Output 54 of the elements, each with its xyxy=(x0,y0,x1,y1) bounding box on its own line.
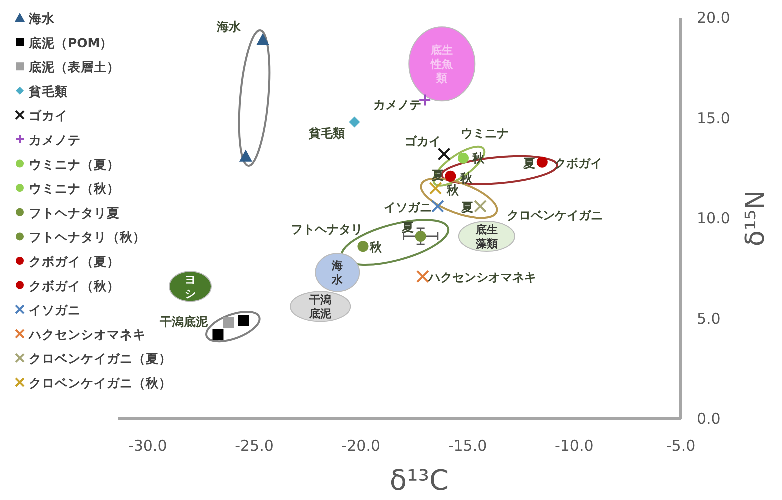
y-tick-label: 10.0 xyxy=(697,210,730,228)
y-tick-label: 0.0 xyxy=(697,410,721,428)
x-tick-label: -15.0 xyxy=(448,437,488,455)
legend-label: ゴカイ xyxy=(29,108,68,124)
annotation: クロベンケイガニ xyxy=(507,208,604,222)
legend-label: イソガニ xyxy=(29,302,81,318)
annotation: 夏 xyxy=(522,156,536,170)
y-tick-label: 15.0 xyxy=(697,109,730,128)
legend-label: ハクセンシオマネキ xyxy=(28,326,146,342)
x-tick-label: -10.0 xyxy=(554,437,594,455)
annotation: ゴカイ xyxy=(404,134,441,148)
legend-label: 貧毛類 xyxy=(28,84,68,99)
point xyxy=(415,231,426,242)
legend-label: クロベンケイガニ（夏） xyxy=(29,351,172,366)
x-axis-title: δ¹³C xyxy=(390,464,450,497)
annotation: 海水 xyxy=(216,20,242,34)
annotation: ハクセンシオマネキ xyxy=(428,270,537,285)
annotation: 夏 xyxy=(401,220,414,235)
legend-label: フトヘナタリ（秋） xyxy=(29,230,146,245)
legend-label: 海水 xyxy=(28,11,56,26)
x-tick-label: -20.0 xyxy=(342,437,381,455)
legend-label: フトヘナタリ夏 xyxy=(29,205,120,220)
annotation: 海水 xyxy=(331,260,344,287)
legend-label: カメノテ xyxy=(29,132,81,148)
annotation: 底生藻類 xyxy=(474,224,498,251)
point xyxy=(212,329,224,340)
legend-label: クボガイ（秋） xyxy=(29,278,120,294)
point xyxy=(256,34,270,46)
annotation: ウミニナ xyxy=(460,126,509,140)
x-tick-label: -25.0 xyxy=(235,437,274,455)
annotation: 干潟底泥 xyxy=(308,294,333,321)
legend-label: 底泥（表層土） xyxy=(28,60,120,75)
annotation: 秋 xyxy=(446,183,460,198)
annotation: 底生性魚類 xyxy=(430,44,454,86)
legend-label: 底泥（POM） xyxy=(28,35,114,50)
legend-label: クボガイ（夏） xyxy=(29,254,120,269)
y-tick-label: 20.0 xyxy=(697,9,730,27)
annotation: 秋 xyxy=(369,240,384,255)
annotation: イソガニ xyxy=(384,200,432,214)
annotation: 夏 xyxy=(460,200,474,214)
legend-label: ウミニナ（夏） xyxy=(29,156,120,172)
x-tick-label: -30.0 xyxy=(128,437,168,455)
annotation: 秋 xyxy=(460,171,474,186)
x-tick-label: -5.0 xyxy=(666,437,696,455)
annotation: ヨシ xyxy=(185,274,196,301)
y-axis-title: δ¹⁵N xyxy=(741,190,771,247)
legend-label: クロベンケイガニ（秋） xyxy=(29,376,172,390)
point xyxy=(238,315,250,326)
annotation: フトヘナタリ xyxy=(290,222,363,237)
point xyxy=(239,150,252,162)
y-tick-label: 5.0 xyxy=(697,310,721,328)
annotation: 干潟底泥 xyxy=(159,314,210,329)
annotation: 貧毛類 xyxy=(308,126,345,140)
legend-label: ウミニナ（秋） xyxy=(29,181,120,196)
